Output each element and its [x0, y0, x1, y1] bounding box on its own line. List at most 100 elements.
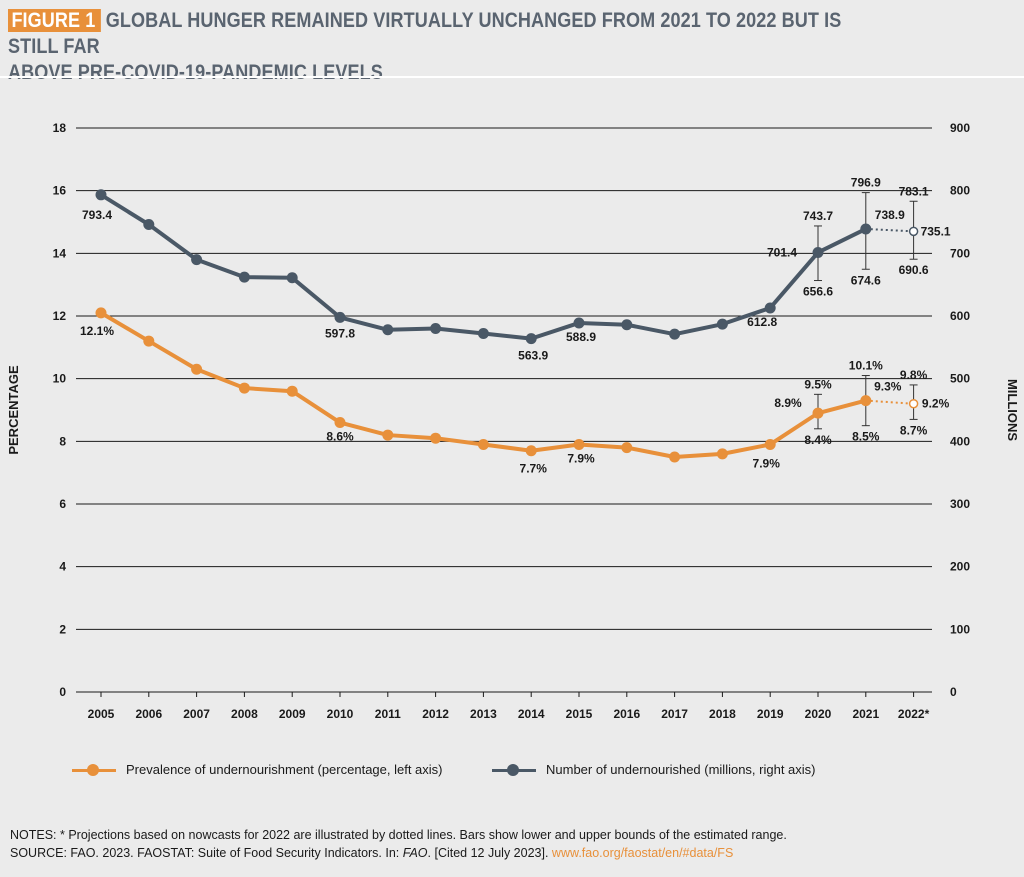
y-left-tick-label: 6	[59, 497, 66, 511]
right-data-point	[573, 317, 585, 329]
right-data-label: 735.1	[921, 224, 951, 238]
y-right-tick-label: 400	[950, 434, 970, 448]
x-tick-label: 2017	[661, 707, 688, 721]
right-data-label: 588.9	[566, 330, 596, 344]
legend-label-prevalence: Prevalence of undernourishment (percenta…	[126, 762, 443, 777]
right-data-point	[286, 272, 298, 284]
left-range-high-label: 9.8%	[900, 368, 928, 382]
notes-text: NOTES: * Projections based on nowcasts f…	[10, 828, 787, 842]
left-data-point	[286, 385, 298, 397]
figure-label: FIGURE 1	[8, 9, 101, 32]
y-right-tick-label: 100	[950, 622, 970, 636]
source-link[interactable]: www.fao.org/faostat/en/#data/FS	[551, 846, 734, 860]
right-projection-line	[865, 227, 914, 233]
y-right-tick-label: 900	[950, 121, 970, 135]
source-italic: FAO	[402, 846, 428, 860]
legend-label-number: Number of undernourished (millions, righ…	[546, 762, 816, 777]
left-projection-line	[865, 399, 914, 405]
right-data-point	[764, 302, 776, 314]
right-data-point	[716, 318, 728, 330]
left-data-point	[477, 438, 489, 450]
left-data-label: 7.9%	[753, 456, 781, 470]
right-data-point	[812, 246, 824, 258]
right-data-point	[525, 333, 537, 345]
x-tick-label: 2005	[88, 707, 115, 721]
right-data-label: 738.9	[875, 208, 905, 222]
right-range-high-label: 796.9	[851, 176, 881, 190]
right-data-label: 597.8	[325, 326, 355, 340]
source-line: SOURCE: FAO. 2023. FAOSTAT: Suite of Foo…	[10, 844, 1015, 862]
left-range-low-label: 8.5%	[852, 430, 880, 444]
left-data-point	[191, 363, 203, 375]
x-tick-label: 2014	[518, 707, 545, 721]
x-tick-label: 2018	[709, 707, 736, 721]
left-data-point	[908, 398, 919, 409]
left-data-point	[525, 445, 537, 457]
y-left-tick-label: 8	[59, 434, 66, 448]
right-data-label: 701.4	[767, 245, 797, 259]
y-right-tick-label: 0	[950, 685, 957, 699]
source-suffix: . [Cited 12 July 2023].	[427, 846, 552, 860]
right-data-point	[477, 328, 489, 340]
left-data-point	[238, 382, 250, 394]
left-range-high-label: 9.5%	[804, 377, 832, 391]
title-divider	[0, 76, 1024, 78]
left-data-label: 7.7%	[520, 462, 548, 476]
y-left-tick-label: 10	[53, 372, 67, 386]
y-left-tick-label: 12	[53, 309, 67, 323]
y-right-tick-label: 600	[950, 309, 970, 323]
title-line-1: GLOBAL HUNGER REMAINED VIRTUALLY UNCHANG…	[8, 9, 842, 58]
x-tick-label: 2008	[231, 707, 258, 721]
left-data-point	[812, 407, 824, 419]
x-tick-label: 2011	[375, 707, 401, 721]
right-range-low-label: 690.6	[899, 263, 929, 277]
left-range-low-label: 8.4%	[804, 433, 832, 447]
left-data-point	[95, 307, 107, 319]
y-right-axis-title: MILLIONS	[1005, 379, 1020, 441]
left-data-point	[860, 395, 872, 407]
right-data-label: 563.9	[518, 349, 548, 363]
right-data-point	[669, 328, 681, 340]
right-data-point	[143, 219, 155, 231]
left-data-point	[621, 442, 633, 454]
right-data-point	[382, 324, 394, 336]
x-tick-label: 2006	[135, 707, 162, 721]
left-data-point	[382, 429, 394, 441]
right-data-point	[430, 323, 442, 335]
y-right-tick-label: 300	[950, 497, 970, 511]
left-data-label: 8.9%	[774, 396, 802, 410]
x-tick-label: 2019	[757, 707, 784, 721]
x-tick-label: 2007	[183, 707, 210, 721]
x-tick-label: 2016	[613, 707, 640, 721]
left-data-point	[430, 432, 442, 444]
y-right-tick-label: 700	[950, 246, 970, 260]
y-left-tick-label: 14	[53, 246, 67, 260]
right-range-low-label: 656.6	[803, 285, 833, 299]
legend-dot-gray	[507, 764, 519, 776]
y-left-tick-label: 18	[53, 121, 67, 135]
right-range-high-label: 743.7	[803, 209, 833, 223]
y-right-tick-label: 200	[950, 560, 970, 574]
left-range-high-label: 10.1%	[849, 359, 883, 373]
x-tick-label: 2013	[470, 707, 497, 721]
y-left-axis-title: PERCENTAGE	[6, 365, 21, 455]
x-tick-label: 2021	[852, 707, 879, 721]
right-data-point	[860, 223, 872, 235]
x-tick-label: 2020	[805, 707, 832, 721]
right-data-label: 793.4	[82, 208, 112, 222]
title-line-2: ABOVE PRE-COVID-19-PANDEMIC LEVELS	[8, 61, 383, 84]
legend-dot-orange	[87, 764, 99, 776]
right-data-point	[95, 189, 107, 201]
y-left-tick-label: 4	[59, 560, 66, 574]
source-prefix: SOURCE: FAO. 2023. FAOSTAT: Suite of Foo…	[10, 846, 403, 860]
notes-block: NOTES: * Projections based on nowcasts f…	[10, 826, 1015, 862]
right-data-point	[238, 271, 250, 283]
right-data-point	[334, 311, 346, 323]
left-range-low-label: 8.7%	[900, 423, 928, 437]
left-data-label: 9.3%	[874, 380, 902, 394]
right-data-point	[191, 254, 203, 266]
x-tick-label: 2015	[566, 707, 593, 721]
y-right-tick-label: 500	[950, 372, 970, 386]
right-range-high-label: 783.1	[899, 184, 929, 198]
left-data-point	[716, 448, 728, 460]
